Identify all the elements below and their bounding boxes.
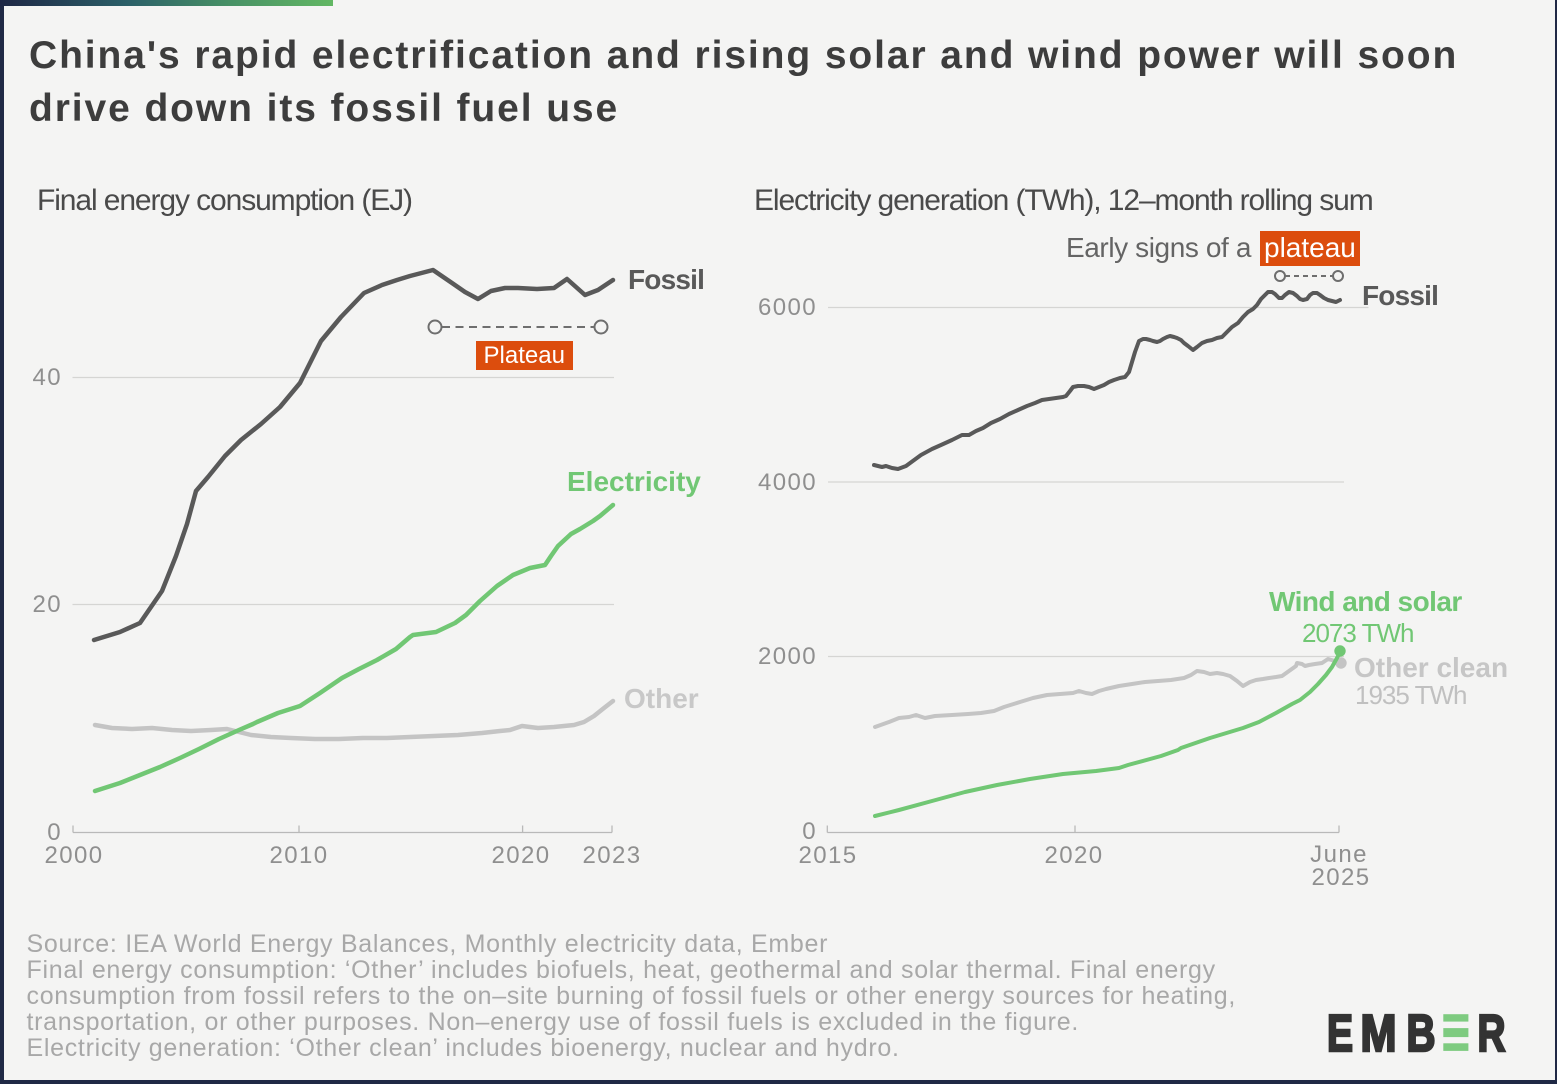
- svg-text:B: B: [1407, 1005, 1436, 1063]
- svg-text:M: M: [1361, 1005, 1397, 1063]
- svg-text:E: E: [1327, 1005, 1353, 1063]
- svg-text:R: R: [1478, 1005, 1506, 1063]
